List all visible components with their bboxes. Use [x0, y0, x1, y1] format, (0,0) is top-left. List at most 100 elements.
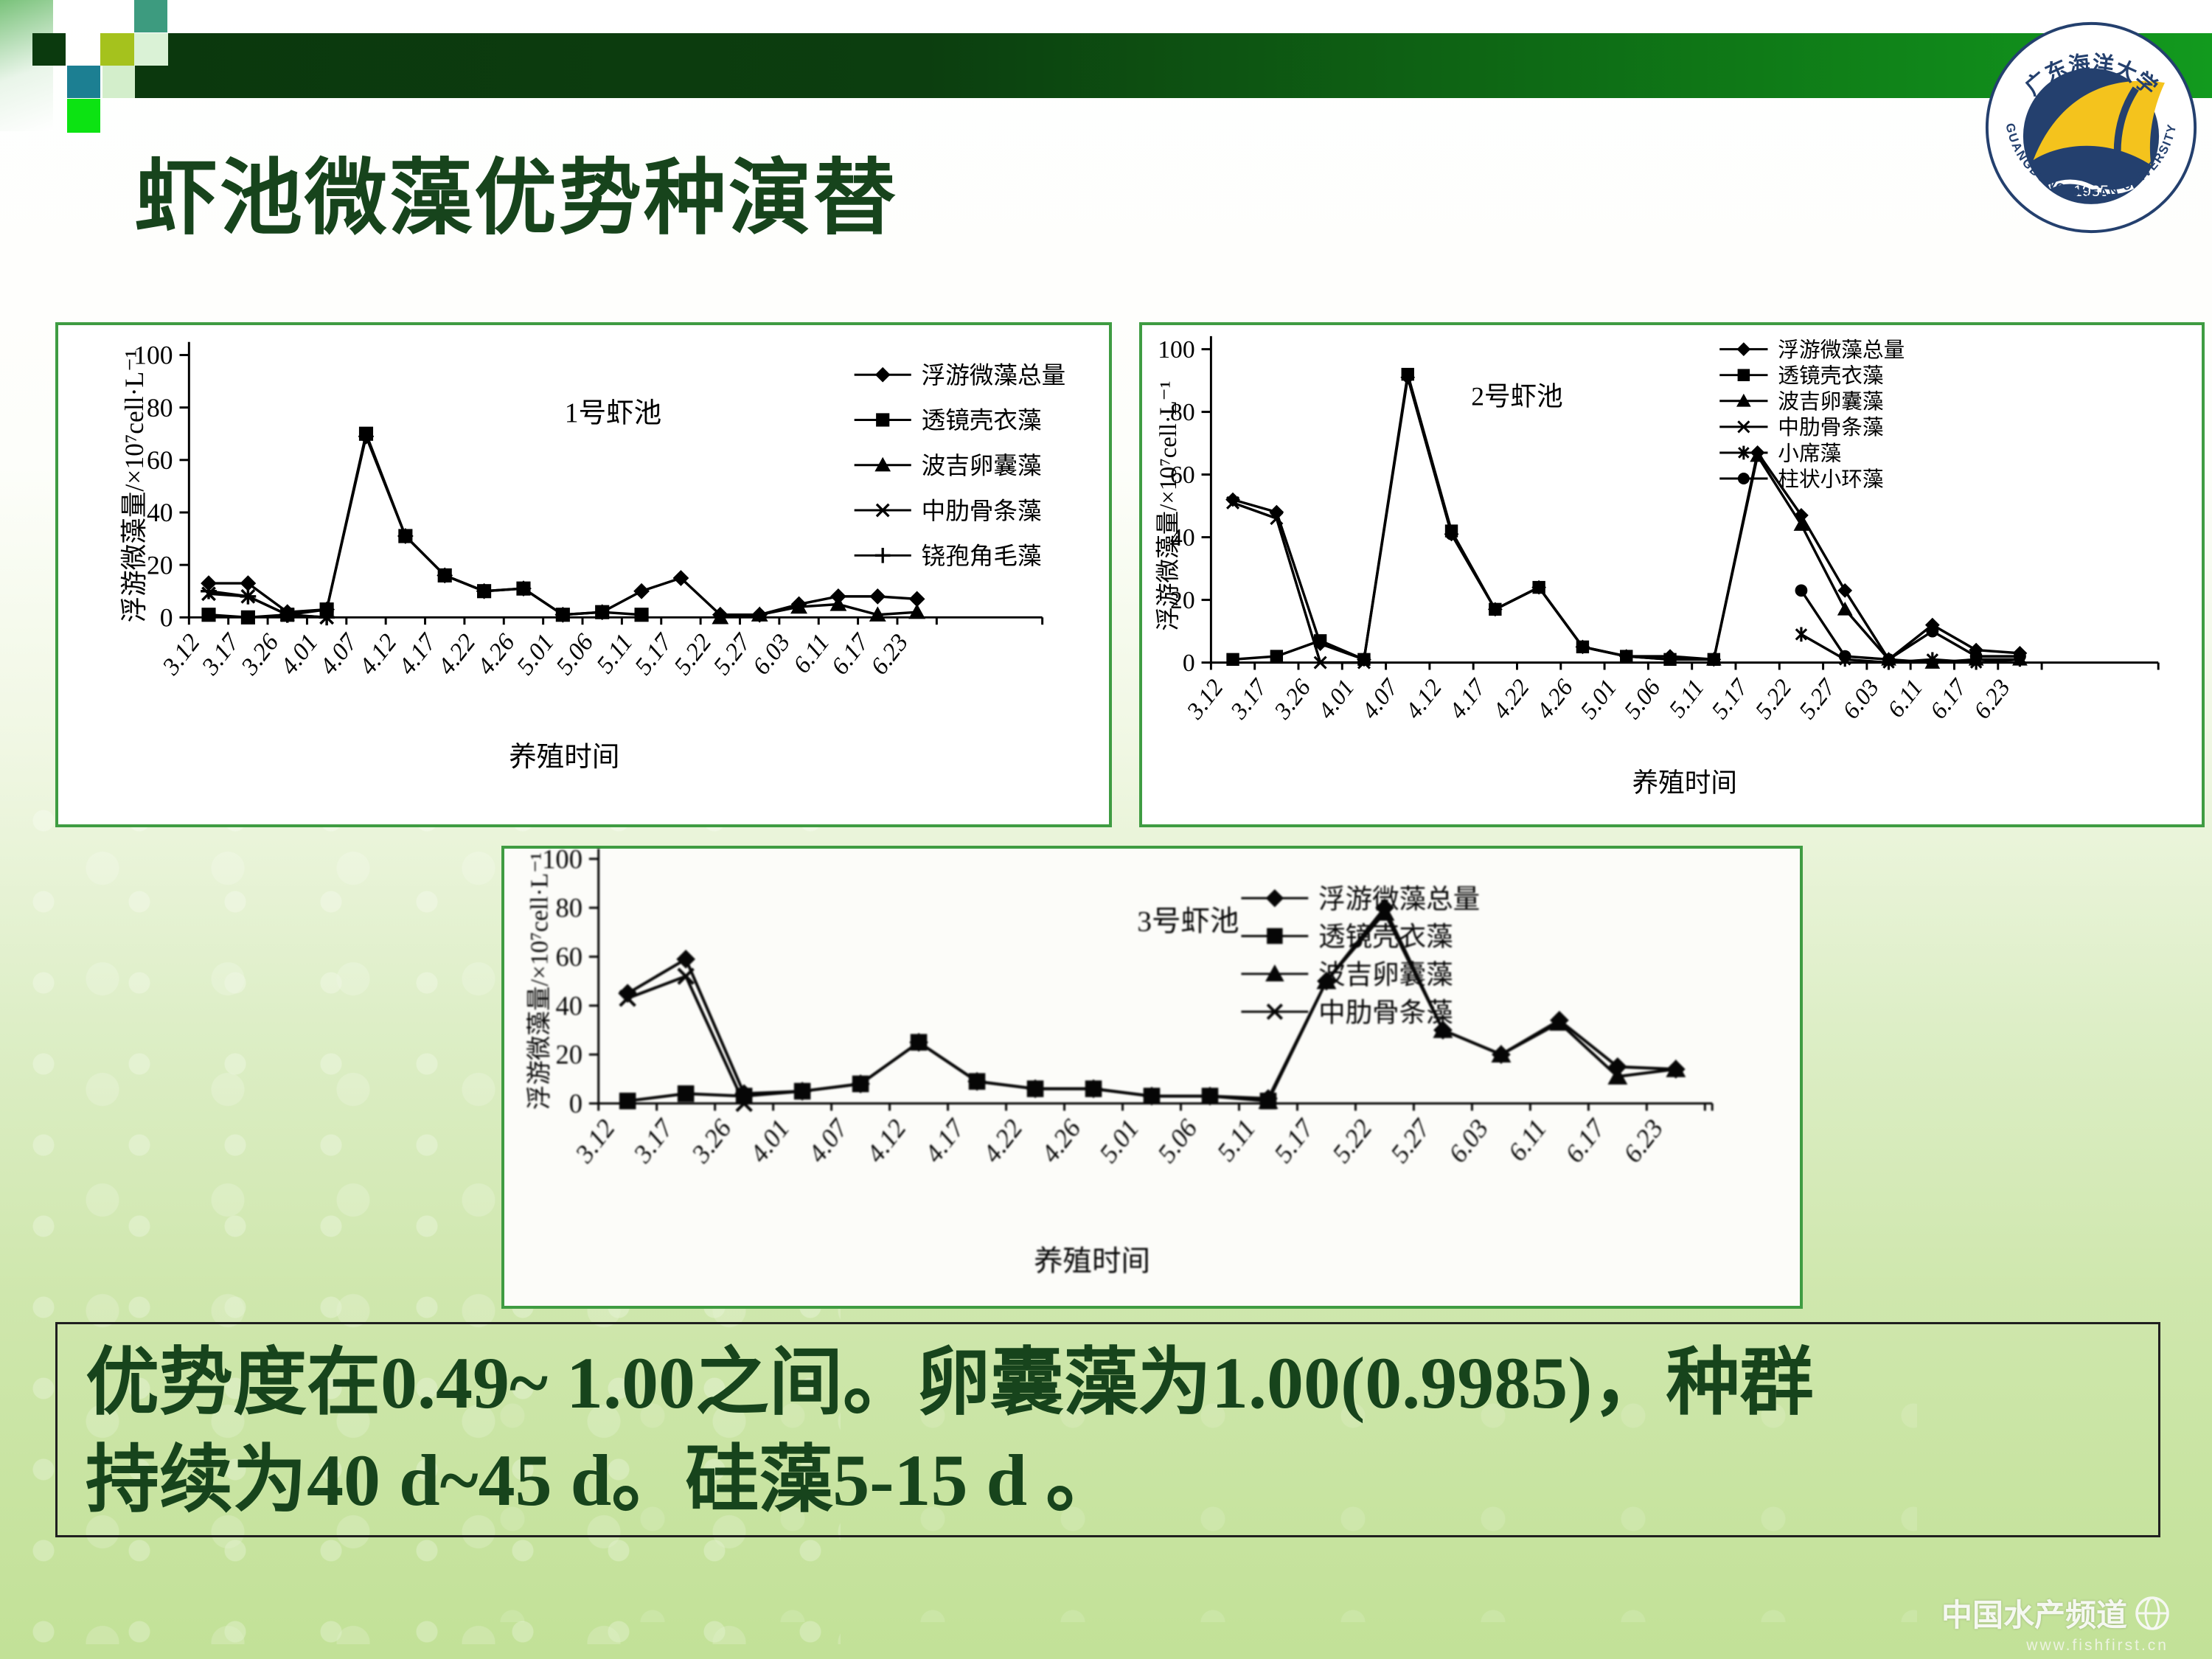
svg-text:6.17: 6.17: [1925, 674, 1973, 724]
svg-text:浮游微藻总量: 浮游微藻总量: [922, 362, 1066, 389]
series-x: [1226, 495, 1371, 669]
site-watermark: 中国水产频道 www.fishfirst.cn: [1941, 1590, 2171, 1655]
university-logo: 1935 广东海洋大学 GUANGDONG OCEAN UNIVERSITY: [1983, 19, 2199, 236]
series-x: [619, 967, 753, 1113]
x-axis-label: 养殖时间: [1632, 768, 1737, 798]
globe-icon: [2135, 1596, 2169, 1630]
svg-text:3.17: 3.17: [1225, 674, 1273, 725]
svg-text:40: 40: [555, 990, 582, 1020]
svg-text:0: 0: [160, 602, 173, 632]
svg-text:4.12: 4.12: [860, 1113, 912, 1168]
svg-text:60: 60: [147, 445, 173, 475]
watermark-url: www.fishfirst.cn: [2026, 1637, 2168, 1654]
deco-square-palegreen-2: [102, 66, 135, 98]
svg-text:5.27: 5.27: [1794, 674, 1842, 724]
x-axis-label: 养殖时间: [1034, 1245, 1150, 1278]
svg-text:波吉卵囊藻: 波吉卵囊藻: [1318, 959, 1453, 990]
y-axis-label: 浮游微藻量/×10⁷cell·L⁻¹: [119, 349, 149, 622]
axes: [588, 849, 1714, 1111]
svg-text:4.12: 4.12: [1400, 675, 1447, 724]
svg-text:100: 100: [1158, 336, 1194, 364]
svg-text:5.06: 5.06: [1619, 674, 1666, 724]
logo-wave-icon: [2048, 179, 2135, 195]
y-tick-labels: 0 20 40 60 80 100: [133, 341, 173, 633]
svg-text:4.07: 4.07: [802, 1113, 855, 1168]
svg-text:40: 40: [1170, 524, 1195, 552]
logo-sail-slit: [2113, 86, 2139, 163]
legend-item: 铙孢角毛藻: [854, 543, 1042, 570]
svg-text:5.01: 5.01: [512, 629, 560, 680]
svg-text:4.07: 4.07: [1357, 674, 1405, 724]
svg-text:5.22: 5.22: [1750, 675, 1798, 724]
svg-text:4.01: 4.01: [1313, 675, 1360, 724]
svg-text:透镜壳衣藻: 透镜壳衣藻: [1778, 364, 1883, 388]
legend-item: 浮游微藻总量: [1719, 338, 1905, 362]
svg-text:80: 80: [1170, 399, 1195, 426]
svg-text:透镜壳衣藻: 透镜壳衣藻: [1318, 922, 1453, 952]
svg-text:4.17: 4.17: [919, 1113, 971, 1168]
svg-text:5.01: 5.01: [1576, 675, 1623, 724]
svg-text:6.23: 6.23: [1618, 1113, 1669, 1168]
svg-text:4.22: 4.22: [1488, 675, 1535, 724]
svg-text:6.17: 6.17: [827, 628, 875, 680]
y-tick-labels: 0 20 40 60 80 100: [1158, 336, 1194, 677]
plot-title: 3号虾池: [1137, 905, 1239, 938]
legend-item: 中肋骨条藻: [1241, 997, 1453, 1027]
series-square: [201, 426, 649, 625]
svg-text:6.03: 6.03: [1837, 675, 1885, 724]
deco-square-darkgreen: [32, 33, 66, 66]
chart-box-pond-3: 0 20 40 60 80 100 3.12 3.17 3.26 4.01 4.07 4.12 4.17…: [501, 846, 1803, 1309]
svg-text:80: 80: [555, 893, 582, 923]
y-axis-label: 浮游微藻量/×10⁷cell·L⁻¹: [1155, 380, 1182, 630]
chart-pond-2: 0 20 40 60 80 100 3.123.173.264.014.074.124.17…: [1155, 335, 2160, 798]
page-title: 虾池微藻优势种演替: [135, 153, 898, 245]
svg-text:5.11: 5.11: [1664, 675, 1710, 723]
watermark-text: 中国水产频道: [1941, 1598, 2127, 1632]
svg-text:小席藻: 小席藻: [1778, 442, 1841, 465]
svg-text:5.17: 5.17: [630, 628, 678, 680]
svg-text:浮游微藻总量: 浮游微藻总量: [1318, 883, 1480, 914]
deco-square-yellowgreen: [100, 33, 134, 66]
y-axis-label: 浮游微藻量/×10⁷cell·L⁻¹: [526, 852, 554, 1110]
series-triangle: [1258, 902, 1686, 1110]
svg-text:5.01: 5.01: [1093, 1113, 1145, 1168]
svg-text:3.12: 3.12: [568, 1113, 620, 1168]
series-diamond: [1225, 369, 2028, 667]
svg-text:6.03: 6.03: [1443, 1113, 1495, 1168]
header-bar: [135, 33, 2212, 98]
svg-text:5.22: 5.22: [1326, 1113, 1378, 1168]
svg-text:5.27: 5.27: [708, 628, 757, 680]
svg-text:4.07: 4.07: [315, 628, 364, 680]
svg-text:5.11: 5.11: [591, 629, 639, 678]
deco-square-palegreen: [134, 33, 168, 66]
svg-text:4.26: 4.26: [472, 629, 520, 680]
svg-text:0: 0: [1183, 650, 1195, 677]
svg-text:20: 20: [1170, 587, 1195, 614]
x-axis-label: 养殖时间: [509, 742, 619, 773]
svg-text:5.11: 5.11: [1211, 1113, 1261, 1166]
svg-text:3.17: 3.17: [196, 628, 246, 681]
svg-text:6.11: 6.11: [1502, 1113, 1552, 1166]
conclusion-line-1: 优势度在0.49~ 1.00之间。卵囊藻为1.00(0.9985)，种群: [86, 1342, 1814, 1424]
svg-text:3.17: 3.17: [627, 1113, 679, 1168]
svg-text:4.22: 4.22: [433, 629, 481, 680]
svg-text:20: 20: [555, 1040, 582, 1070]
svg-text:6.11: 6.11: [788, 629, 835, 678]
svg-text:6.17: 6.17: [1559, 1113, 1612, 1168]
svg-text:5.22: 5.22: [669, 629, 717, 680]
svg-text:中肋骨条藻: 中肋骨条藻: [922, 498, 1042, 525]
svg-text:6.23: 6.23: [866, 629, 914, 680]
x-tick-labels: 3.123.173.264.014.074.124.174.224.265.01…: [157, 628, 914, 681]
svg-text:60: 60: [1170, 462, 1195, 489]
svg-text:100: 100: [542, 849, 582, 874]
svg-text:4.01: 4.01: [275, 629, 323, 680]
legend-item: 透镜壳衣藻: [854, 407, 1042, 434]
svg-text:中肋骨条藻: 中肋骨条藻: [1318, 997, 1453, 1027]
svg-text:4.22: 4.22: [977, 1113, 1029, 1168]
legend-item: 中肋骨条藻: [1719, 416, 1884, 439]
legend-item: 透镜壳衣藻: [1719, 364, 1884, 388]
